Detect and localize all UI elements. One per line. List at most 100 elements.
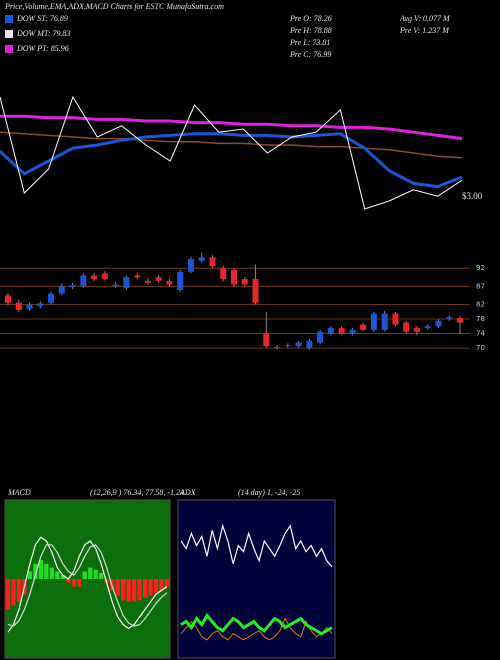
series-line: [0, 132, 463, 189]
candle-body: [80, 275, 87, 287]
histogram-bar: [142, 579, 148, 598]
series-line: [180, 523, 333, 568]
candle-body: [274, 347, 281, 349]
legend-label: DOW MT: 79.83: [16, 29, 71, 38]
histogram-bar: [49, 567, 54, 579]
candle-body: [15, 302, 22, 310]
histogram-bar: [38, 560, 44, 579]
series-line: [7, 536, 168, 633]
histogram-bar: [126, 579, 131, 602]
legend-label: DOW ST: 76.89: [16, 14, 68, 23]
series-line: [180, 617, 333, 641]
candle-body: [177, 271, 184, 290]
candle-body: [392, 313, 399, 325]
legend-swatch: [5, 15, 13, 23]
y-tick-label: 82: [476, 301, 485, 309]
histogram-bar: [115, 579, 120, 596]
series-line: [7, 544, 168, 627]
stat: Pre O: 78.26: [289, 14, 332, 23]
candle-body: [58, 286, 65, 294]
stat: Pre C: 76.99: [289, 50, 331, 59]
candle-body: [231, 269, 237, 285]
histogram-bar: [44, 563, 49, 579]
candle-body: [123, 277, 130, 289]
histogram-bar: [60, 575, 65, 579]
histogram-bar: [99, 572, 104, 579]
histogram-bar: [71, 579, 76, 587]
adx-panel: [177, 499, 336, 659]
histogram-bar: [82, 571, 87, 579]
candle-body: [69, 285, 76, 288]
candle-body: [91, 275, 98, 280]
candle-body: [338, 328, 345, 334]
candle-body: [360, 324, 367, 330]
candle-body: [284, 345, 291, 347]
candle-body: [306, 340, 313, 349]
histogram-bar: [153, 579, 159, 593]
legend-label: DOW PT: 85.96: [16, 44, 69, 53]
histogram-bar: [27, 571, 33, 579]
macd-panel: [4, 499, 171, 659]
stat: Avg V: 0.077 M: [399, 14, 451, 23]
histogram-bar: [55, 571, 60, 579]
histogram-bar: [33, 563, 38, 579]
series-line: [0, 114, 463, 141]
stat: Pre H: 78.88: [289, 26, 332, 35]
y-tick-label: 70: [476, 344, 485, 352]
macd-label: MACD: [7, 488, 31, 497]
candle-body: [144, 280, 151, 283]
candle-body: [413, 328, 420, 332]
series-line: [180, 612, 333, 636]
candle-body: [241, 279, 248, 285]
candle-body: [209, 257, 216, 267]
candle-body: [155, 277, 162, 281]
histogram-bar: [88, 567, 93, 579]
y-tick-label: 78: [476, 315, 485, 323]
y-tick-label: 87: [476, 282, 485, 290]
histogram-bar: [77, 579, 82, 587]
y-tick-label: 74: [476, 330, 485, 338]
candle-body: [37, 303, 44, 307]
candle-body: [166, 280, 173, 285]
histogram-bar: [137, 579, 142, 601]
candle-body: [48, 293, 55, 303]
histogram-bar: [16, 579, 22, 602]
price-annotation: $3.00: [462, 191, 483, 201]
candle-body: [457, 318, 463, 323]
legend-swatch: [5, 30, 13, 38]
candle-body: [327, 328, 334, 334]
candle-body: [263, 333, 270, 347]
macd-params: (12,26,9 ) 76.34, 77.58, -1.24: [90, 488, 184, 497]
page-title: Price,Volume,EMA,ADX,MACD Charts for EST…: [4, 2, 224, 11]
histogram-bar: [66, 579, 71, 583]
histogram-bar: [5, 579, 11, 610]
candle-body: [26, 304, 33, 309]
legend-swatch: [5, 45, 13, 53]
candle-body: [134, 275, 141, 278]
candle-body: [187, 259, 194, 272]
candle-body: [101, 273, 108, 280]
histogram-bar: [164, 579, 170, 587]
candle-body: [252, 279, 259, 303]
candle-body: [370, 313, 377, 330]
candle-body: [112, 284, 119, 287]
histogram-bar: [159, 579, 164, 591]
stat: Pre V: 1.237 M: [399, 26, 450, 35]
histogram-bar: [121, 579, 126, 601]
histogram-bar: [148, 579, 153, 596]
histogram-bar: [131, 579, 137, 602]
histogram-bar: [93, 569, 98, 579]
candle-body: [424, 326, 431, 329]
series-line: [0, 131, 463, 159]
series-line: [0, 95, 463, 210]
adx-params: (14 day) 1, -24, -25: [238, 488, 300, 497]
candle-body: [198, 257, 205, 261]
candle-body: [317, 331, 324, 343]
candle-body: [349, 329, 356, 334]
histogram-bar: [11, 579, 16, 606]
candle-body: [446, 317, 453, 320]
candle-body: [403, 322, 410, 332]
adx-label: ADX: [179, 488, 197, 497]
y-tick-label: 92: [476, 264, 485, 272]
